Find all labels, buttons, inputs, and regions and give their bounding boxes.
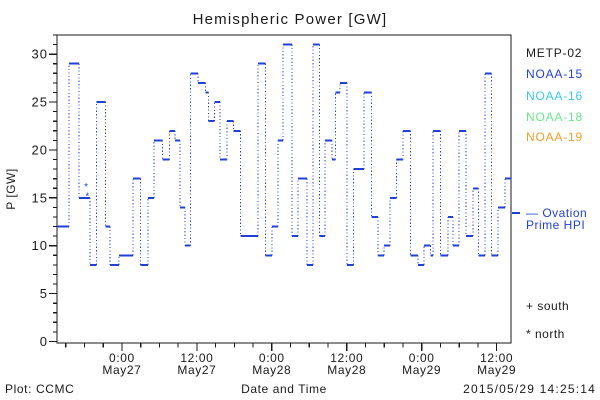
y-tick-label: 15 (32, 190, 48, 205)
x-tick-label: 0:00 May27 (102, 351, 142, 377)
y-tick-label: 0 (40, 334, 48, 349)
x-tick-label: 0:00 May29 (402, 351, 442, 377)
ovation-legend-label-line2: Prime HPI (526, 218, 586, 232)
hpi-step-line (57, 43, 511, 266)
x-axis-ticks (65, 343, 498, 351)
north-marker-legend: * north (526, 327, 565, 341)
ovation-legend-label-line1: — Ovation (526, 206, 588, 220)
chart-title: Hemispheric Power [GW] (192, 11, 388, 28)
y-tick-label: 5 (40, 286, 48, 301)
y-tick-label: 20 (32, 142, 48, 157)
north-marker-asterisk: * (85, 191, 89, 202)
legend-satellite-label: NOAA-19 (526, 130, 583, 144)
axes-box (56, 34, 512, 344)
x-tick-label: 12:00 May27 (177, 351, 217, 377)
x-tick-label: 12:00 May29 (477, 351, 517, 377)
legend-satellite-label: NOAA-18 (526, 110, 583, 124)
x-tick-label: 0:00 May28 (252, 351, 292, 377)
legend-satellite-label: NOAA-15 (526, 67, 583, 81)
plot-credit: Plot: CCMC (5, 382, 75, 396)
timestamp: 2015/05/29 14:25:14 (463, 382, 596, 396)
south-marker-legend: + south (526, 299, 570, 313)
north-marker-asterisk: * (84, 182, 88, 193)
x-axis-title: Date and Time (241, 382, 327, 396)
north-markers: ** (84, 182, 89, 203)
legend-satellite-label: NOAA-16 (526, 89, 583, 103)
legend-satellite-label: METP-02 (526, 46, 583, 60)
x-tick-label: 12:00 May28 (327, 351, 367, 377)
y-tick-label: 10 (32, 238, 48, 253)
y-tick-label: 30 (32, 47, 48, 62)
y-tick-label: 25 (32, 95, 48, 110)
y-axis-ticks: 0 5 10 15 20 25 30 (32, 34, 57, 349)
